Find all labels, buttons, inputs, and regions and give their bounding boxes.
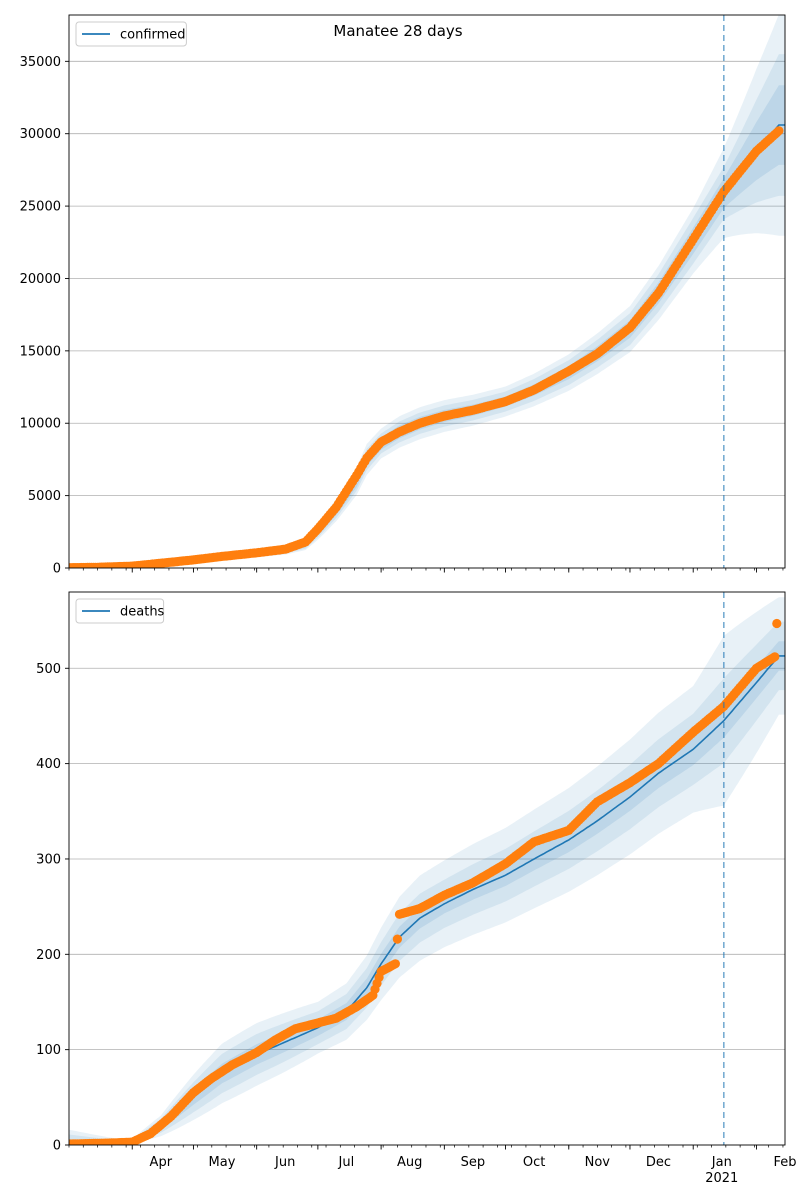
data-point (774, 126, 784, 136)
y-tick-label: 300 (36, 852, 61, 867)
x-tick-label: Dec (646, 1155, 671, 1170)
data-point (772, 618, 782, 629)
x-tick-label: May (209, 1155, 236, 1170)
y-tick-label: 400 (36, 757, 61, 772)
y-tick-label: 20000 (20, 272, 61, 287)
data-point (392, 934, 402, 944)
y-tick-label: 100 (36, 1043, 61, 1058)
y-tick-label: 25000 (20, 200, 61, 215)
x-tick-label: Jan (711, 1155, 732, 1170)
y-tick-label: 5000 (28, 489, 61, 504)
x-tick-label: Feb (773, 1155, 796, 1170)
legend-box (75, 598, 165, 624)
band-outer (69, 15, 785, 568)
chart-title: Manatee 28 days (333, 22, 462, 40)
data-point (390, 959, 400, 969)
x-tick-label: Aug (397, 1155, 422, 1170)
x-tick-label: Jun (274, 1155, 295, 1170)
plot-area (69, 597, 785, 1145)
legend: deaths (75, 598, 165, 624)
x-tick-label: Oct (523, 1155, 545, 1170)
legend-label: deaths (120, 605, 165, 620)
x-year-label: 2021 (705, 1171, 738, 1186)
legend-box (75, 21, 187, 47)
data-point (770, 652, 780, 662)
x-tick-label: Nov (585, 1155, 611, 1170)
legend: confirmed (75, 21, 187, 47)
y-tick-label: 0 (53, 562, 61, 577)
axes-frame (68, 14, 786, 569)
deaths-panel: 0 100 200 300 400 500 Apr May Jun Jul Aug Sep Oct Nov… (36, 591, 797, 1186)
band-outer (69, 597, 785, 1145)
confirmed-panel: 0 5000 10000 15000 20000 25000 30000 35000 confi… (20, 14, 786, 577)
y-tick-label: 0 (53, 1139, 61, 1154)
y-tick-label: 35000 (20, 55, 61, 70)
y-tick-label: 200 (36, 948, 61, 963)
x-tick-label: Apr (150, 1155, 173, 1170)
x-tick-label: Jul (338, 1155, 355, 1170)
y-tick-label: 30000 (20, 127, 61, 142)
x-tick-label: Sep (461, 1155, 486, 1170)
y-tick-label: 500 (36, 662, 61, 677)
y-tick-label: 10000 (20, 417, 61, 432)
y-tick-label: 15000 (20, 344, 61, 359)
axes-frame (68, 591, 786, 1146)
legend-label: confirmed (120, 28, 186, 43)
plot-area (69, 15, 785, 568)
